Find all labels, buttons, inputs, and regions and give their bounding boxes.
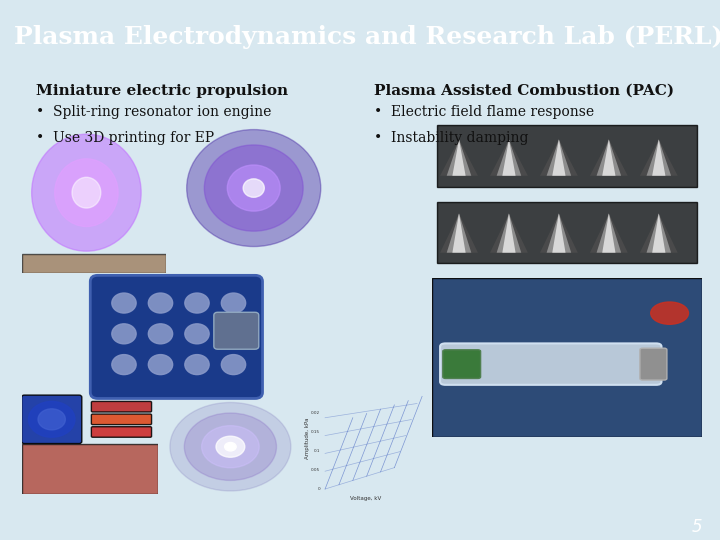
Polygon shape bbox=[546, 213, 571, 253]
Polygon shape bbox=[490, 139, 528, 176]
FancyBboxPatch shape bbox=[91, 427, 152, 437]
Text: Amplitude, kPa: Amplitude, kPa bbox=[305, 417, 310, 458]
FancyBboxPatch shape bbox=[90, 275, 263, 399]
Polygon shape bbox=[597, 213, 621, 253]
Text: Voltage, kV: Voltage, kV bbox=[350, 496, 381, 501]
Circle shape bbox=[112, 293, 136, 313]
Polygon shape bbox=[640, 139, 678, 176]
Circle shape bbox=[185, 324, 209, 344]
Text: 0.15: 0.15 bbox=[311, 430, 320, 434]
Circle shape bbox=[204, 145, 303, 231]
Circle shape bbox=[32, 134, 141, 251]
Circle shape bbox=[225, 442, 236, 451]
Circle shape bbox=[221, 324, 246, 344]
Text: •  Electric field flame response: • Electric field flame response bbox=[374, 105, 595, 119]
Polygon shape bbox=[540, 213, 577, 253]
FancyBboxPatch shape bbox=[22, 254, 166, 273]
Polygon shape bbox=[440, 213, 478, 253]
Circle shape bbox=[651, 302, 688, 325]
Circle shape bbox=[184, 413, 276, 481]
Circle shape bbox=[112, 355, 136, 375]
Polygon shape bbox=[452, 139, 466, 176]
Polygon shape bbox=[640, 213, 678, 253]
Circle shape bbox=[112, 324, 136, 344]
FancyBboxPatch shape bbox=[440, 343, 662, 385]
Polygon shape bbox=[602, 139, 616, 176]
Text: 0.02: 0.02 bbox=[311, 411, 320, 415]
Polygon shape bbox=[497, 139, 521, 176]
Circle shape bbox=[148, 324, 173, 344]
Circle shape bbox=[72, 177, 101, 208]
FancyBboxPatch shape bbox=[91, 401, 152, 412]
Polygon shape bbox=[590, 213, 628, 253]
FancyBboxPatch shape bbox=[22, 443, 158, 494]
Text: Miniature electric propulsion: Miniature electric propulsion bbox=[36, 84, 288, 98]
Polygon shape bbox=[552, 139, 565, 176]
Polygon shape bbox=[452, 213, 466, 253]
Polygon shape bbox=[602, 213, 616, 253]
Text: •  Instability damping: • Instability damping bbox=[374, 131, 529, 145]
Polygon shape bbox=[490, 213, 528, 253]
Polygon shape bbox=[446, 139, 472, 176]
Circle shape bbox=[148, 293, 173, 313]
Polygon shape bbox=[503, 213, 516, 253]
Text: 0: 0 bbox=[318, 487, 320, 491]
Text: Plasma Electrodynamics and Research Lab (PERL): Plasma Electrodynamics and Research Lab … bbox=[14, 24, 720, 49]
Polygon shape bbox=[446, 213, 472, 253]
Polygon shape bbox=[497, 213, 521, 253]
Circle shape bbox=[28, 401, 75, 437]
Circle shape bbox=[38, 409, 66, 430]
Polygon shape bbox=[440, 139, 478, 176]
FancyBboxPatch shape bbox=[214, 312, 258, 349]
Circle shape bbox=[228, 165, 280, 211]
Circle shape bbox=[55, 159, 118, 227]
Text: 0.1: 0.1 bbox=[314, 449, 320, 453]
Text: •  Use 3D printing for EP: • Use 3D printing for EP bbox=[36, 131, 214, 145]
Circle shape bbox=[221, 355, 246, 375]
Circle shape bbox=[221, 293, 246, 313]
Polygon shape bbox=[652, 139, 665, 176]
Polygon shape bbox=[652, 213, 665, 253]
Polygon shape bbox=[647, 139, 671, 176]
FancyBboxPatch shape bbox=[22, 395, 82, 443]
Polygon shape bbox=[540, 139, 577, 176]
Polygon shape bbox=[552, 213, 565, 253]
Text: 5: 5 bbox=[691, 518, 702, 536]
Text: •  Split-ring resonator ion engine: • Split-ring resonator ion engine bbox=[36, 105, 271, 119]
Text: Plasma Assisted Combustion (PAC): Plasma Assisted Combustion (PAC) bbox=[374, 84, 675, 98]
Circle shape bbox=[170, 402, 291, 491]
Text: 0.05: 0.05 bbox=[311, 468, 320, 472]
Polygon shape bbox=[503, 139, 516, 176]
FancyBboxPatch shape bbox=[640, 348, 667, 380]
Polygon shape bbox=[546, 139, 571, 176]
FancyBboxPatch shape bbox=[432, 278, 702, 437]
Circle shape bbox=[243, 179, 264, 197]
FancyBboxPatch shape bbox=[438, 125, 697, 186]
Circle shape bbox=[148, 355, 173, 375]
Circle shape bbox=[202, 426, 259, 468]
Polygon shape bbox=[647, 213, 671, 253]
Polygon shape bbox=[590, 139, 628, 176]
Polygon shape bbox=[597, 139, 621, 176]
FancyBboxPatch shape bbox=[438, 202, 697, 264]
Circle shape bbox=[216, 436, 245, 457]
Circle shape bbox=[185, 355, 209, 375]
FancyBboxPatch shape bbox=[443, 350, 481, 379]
Circle shape bbox=[185, 293, 209, 313]
Circle shape bbox=[186, 130, 321, 247]
FancyBboxPatch shape bbox=[91, 414, 152, 424]
